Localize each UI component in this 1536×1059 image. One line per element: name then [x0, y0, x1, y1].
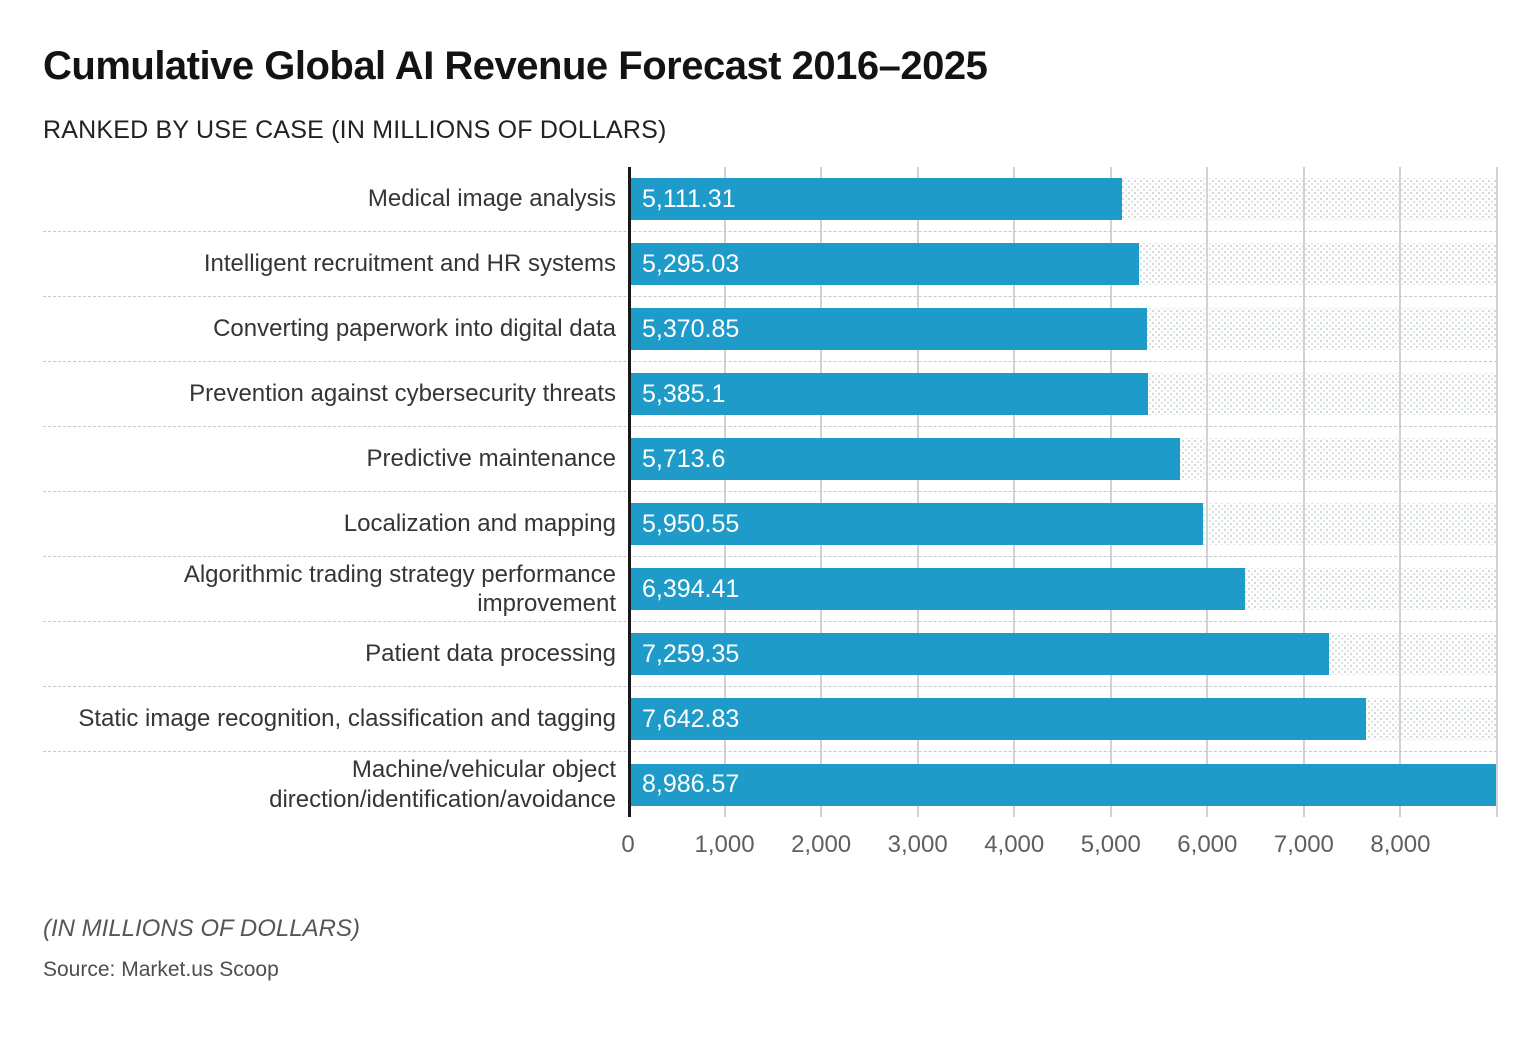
chart-row: Prevention against cybersecurity threats… — [43, 362, 1497, 427]
category-label: Prevention against cybersecurity threats — [189, 380, 616, 408]
row-plot: 5,385.1 — [628, 373, 1497, 415]
chart-row: Converting paperwork into digital data 5,… — [43, 297, 1497, 362]
value-bar: 6,394.41 — [628, 568, 1246, 610]
chart-subtitle: RANKED BY USE CASE (IN MILLIONS OF DOLLA… — [43, 116, 667, 144]
x-axis: 0 1,000 2,000 3,000 4,000 5,000 6,000 7,000 8,00… — [621, 823, 1497, 867]
bar-value-label: 5,713.6 — [642, 444, 726, 473]
gridline — [1206, 167, 1209, 817]
y-axis-line — [628, 167, 631, 817]
value-bar: 8,986.57 — [628, 763, 1496, 806]
category-label: Machine/vehicular object direction/ident… — [269, 756, 616, 813]
category-label: Medical image analysis — [367, 185, 616, 213]
x-tick-label: 4,000 — [984, 831, 1045, 858]
value-bar: 5,295.03 — [628, 243, 1140, 285]
bar-value-label: 5,295.03 — [642, 249, 740, 278]
row-plot: 5,111.31 — [628, 178, 1497, 220]
row-plot: 5,370.85 — [628, 308, 1497, 350]
x-tick-label: 0 — [621, 831, 635, 858]
gridline — [1496, 167, 1498, 817]
bar-value-label: 7,642.83 — [642, 704, 740, 733]
category-label: Localization and mapping — [343, 510, 616, 538]
units-note: (IN MILLIONS OF DOLLARS) — [43, 915, 360, 942]
chart-row: Machine/vehicular object direction/ident… — [43, 752, 1497, 817]
value-bar: 5,950.55 — [628, 503, 1203, 545]
gridline — [820, 167, 823, 817]
category-label: Patient data processing — [365, 640, 616, 668]
bar-value-label: 5,385.1 — [642, 379, 726, 408]
bar-value-label: 5,370.85 — [642, 314, 740, 343]
gridline — [1399, 167, 1402, 817]
chart-rows: Medical image analysis 5,111.31 Intelligen… — [43, 167, 1497, 817]
category-label: Converting paperwork into digital data — [213, 315, 616, 343]
bar-value-label: 5,111.31 — [642, 184, 736, 213]
bar-chart: Medical image analysis 5,111.31 Intelligen… — [43, 167, 1498, 867]
x-tick-label: 1,000 — [694, 831, 755, 858]
value-bar: 7,642.83 — [628, 698, 1366, 740]
x-tick-label: 8,000 — [1370, 831, 1431, 858]
row-plot: 5,713.6 — [628, 438, 1497, 480]
gridline — [723, 167, 726, 817]
chart-row: Static image recognition, classification… — [43, 687, 1497, 752]
gridline — [916, 167, 919, 817]
x-tick-label: 5,000 — [1080, 831, 1141, 858]
grid-layer — [628, 167, 1498, 817]
value-bar: 7,259.35 — [628, 633, 1329, 675]
page: Cumulative Global AI Revenue Forecast 20… — [0, 44, 1536, 982]
gridline — [1013, 167, 1016, 817]
category-label: Static image recognition, classification… — [78, 705, 616, 733]
chart-row: Patient data processing 7,259.35 — [43, 622, 1497, 687]
row-plot: 7,642.83 — [628, 698, 1497, 740]
row-plot: 5,950.55 — [628, 503, 1497, 545]
bar-value-label: 6,394.41 — [642, 574, 740, 603]
chart-row: Algorithmic trading strategy performance… — [43, 557, 1497, 622]
value-bar: 5,713.6 — [628, 438, 1180, 480]
gridline — [1302, 167, 1305, 817]
category-label: Algorithmic trading strategy performance… — [183, 560, 616, 617]
row-plot: 8,986.57 — [628, 763, 1497, 806]
x-tick-label: 2,000 — [791, 831, 852, 858]
row-plot: 6,394.41 — [628, 568, 1497, 610]
gridline — [1109, 167, 1112, 817]
row-plot: 7,259.35 — [628, 633, 1497, 675]
value-bar: 5,111.31 — [628, 178, 1122, 220]
bar-value-label: 5,950.55 — [642, 509, 740, 538]
x-tick-label: 7,000 — [1273, 831, 1334, 858]
bar-value-label: 7,259.35 — [642, 639, 740, 668]
bar-value-label: 8,986.57 — [642, 770, 740, 798]
chart-row: Medical image analysis 5,111.31 — [43, 167, 1497, 232]
chart-title: Cumulative Global AI Revenue Forecast 20… — [43, 44, 988, 88]
chart-row: Localization and mapping 5,950.55 — [43, 492, 1497, 557]
value-bar: 5,370.85 — [628, 308, 1147, 350]
category-label: Intelligent recruitment and HR systems — [203, 250, 616, 278]
chart-row: Intelligent recruitment and HR systems 5,… — [43, 232, 1497, 297]
category-label: Predictive maintenance — [366, 445, 616, 473]
x-tick-label: 6,000 — [1177, 831, 1238, 858]
x-tick-label: 3,000 — [887, 831, 948, 858]
chart-row: Predictive maintenance 5,713.6 — [43, 427, 1497, 492]
source-note: Source: Market.us Scoop — [43, 958, 279, 981]
row-plot: 5,295.03 — [628, 243, 1497, 285]
value-bar: 5,385.1 — [628, 373, 1148, 415]
